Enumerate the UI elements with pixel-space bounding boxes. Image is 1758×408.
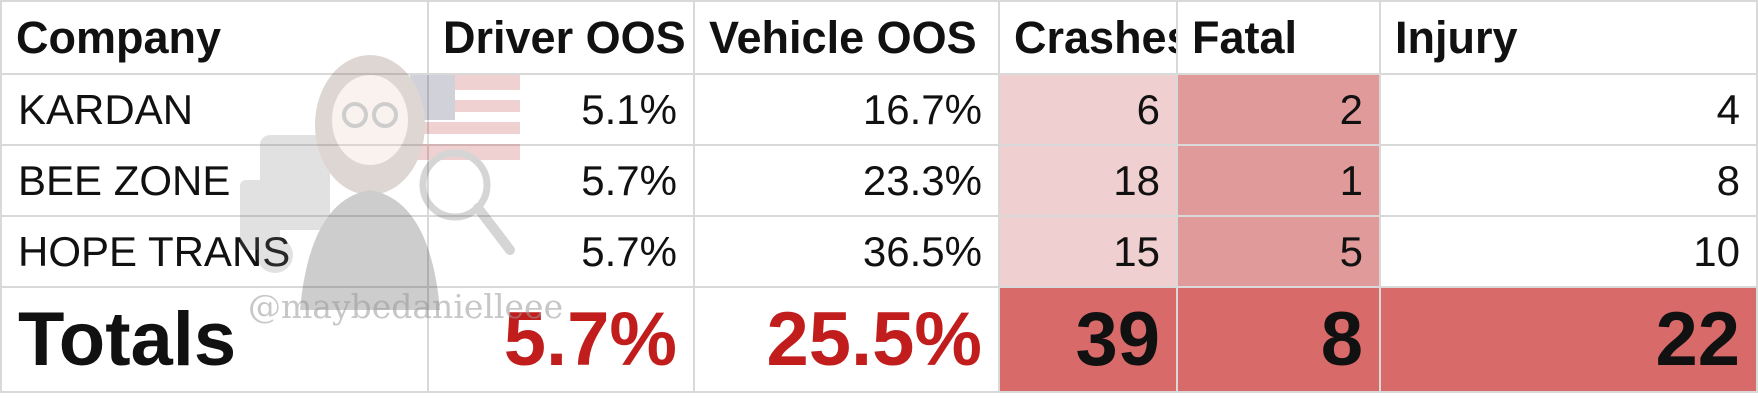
injury-cell: 4 — [1379, 73, 1758, 146]
injury-cell: 8 — [1379, 144, 1758, 217]
crashes-cell: 18 — [998, 144, 1178, 217]
vehicle-oos-cell: 16.7% — [693, 73, 1000, 146]
header-row: Company Driver OOS Vehicle OOS Crashes F… — [0, 0, 1758, 75]
table-row: HOPE TRANS 5.7% 36.5% 15 5 10 — [0, 215, 1758, 288]
header-injury: Injury — [1379, 0, 1758, 75]
table-row: KARDAN 5.1% 16.7% 6 2 4 — [0, 73, 1758, 146]
vehicle-oos-cell: 23.3% — [693, 144, 1000, 217]
driver-oos-cell: 5.7% — [427, 144, 695, 217]
header-crashes: Crashes — [998, 0, 1178, 75]
fatal-cell: 1 — [1176, 144, 1381, 217]
injury-cell: 10 — [1379, 215, 1758, 288]
driver-oos-cell: 5.7% — [427, 215, 695, 288]
totals-row: Totals 5.7% 25.5% 39 8 22 — [0, 286, 1758, 393]
fatal-cell: 5 — [1176, 215, 1381, 288]
driver-oos-cell: 5.1% — [427, 73, 695, 146]
vehicle-oos-cell: 36.5% — [693, 215, 1000, 288]
totals-label: Totals — [0, 286, 429, 393]
header-vehicle-oos: Vehicle OOS — [693, 0, 1000, 75]
header-company: Company — [0, 0, 429, 75]
crashes-cell: 6 — [998, 73, 1178, 146]
company-cell: BEE ZONE — [0, 144, 429, 217]
totals-vehicle-oos: 25.5% — [693, 286, 1000, 393]
header-fatal: Fatal — [1176, 0, 1381, 75]
totals-fatal: 8 — [1176, 286, 1381, 393]
company-cell: KARDAN — [0, 73, 429, 146]
crashes-cell: 15 — [998, 215, 1178, 288]
header-driver-oos: Driver OOS — [427, 0, 695, 75]
oos-crash-table: Company Driver OOS Vehicle OOS Crashes F… — [0, 0, 1758, 393]
fatal-cell: 2 — [1176, 73, 1381, 146]
totals-crashes: 39 — [998, 286, 1178, 393]
table-row: BEE ZONE 5.7% 23.3% 18 1 8 — [0, 144, 1758, 217]
company-cell: HOPE TRANS — [0, 215, 429, 288]
totals-driver-oos: 5.7% — [427, 286, 695, 393]
totals-injury: 22 — [1379, 286, 1758, 393]
